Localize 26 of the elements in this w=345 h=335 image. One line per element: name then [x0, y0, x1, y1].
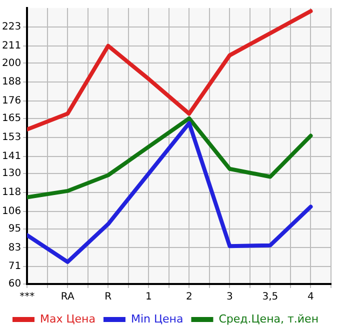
- y-tick-label: 71: [8, 261, 22, 272]
- y-tick-label: 153: [2, 132, 22, 143]
- y-tick-label: 118: [2, 187, 22, 198]
- y-tick-label: 60: [8, 278, 22, 290]
- x-tick-label: 1: [145, 292, 152, 303]
- y-tick-label: 223: [2, 22, 22, 33]
- legend-label: Min Цена: [130, 312, 184, 326]
- x-tick-label: ***: [20, 292, 35, 303]
- y-tick-label: 95: [8, 223, 22, 234]
- x-tick-label: 2: [186, 292, 192, 303]
- y-tick-label: 130: [2, 168, 22, 180]
- y-tick-label: 176: [2, 96, 22, 107]
- x-tick-label: RA: [60, 292, 74, 303]
- y-tick-label: 141: [2, 150, 22, 162]
- y-tick-label: 106: [2, 206, 22, 218]
- y-tick-label: 188: [2, 76, 22, 88]
- y-tick-label: 83: [8, 242, 22, 254]
- x-tick-label: 4: [308, 292, 314, 303]
- x-tick-label: R: [104, 292, 112, 303]
- x-tick-label: 3,5: [262, 292, 278, 303]
- y-tick-label: 165: [2, 112, 22, 124]
- y-tick-label: 211: [2, 40, 22, 52]
- x-tick-label: 3: [226, 292, 233, 303]
- legend-label: Сред.Цена, т.йен: [218, 312, 319, 326]
- y-tick-label: 200: [2, 58, 22, 69]
- legend-label: Max Цена: [40, 312, 96, 326]
